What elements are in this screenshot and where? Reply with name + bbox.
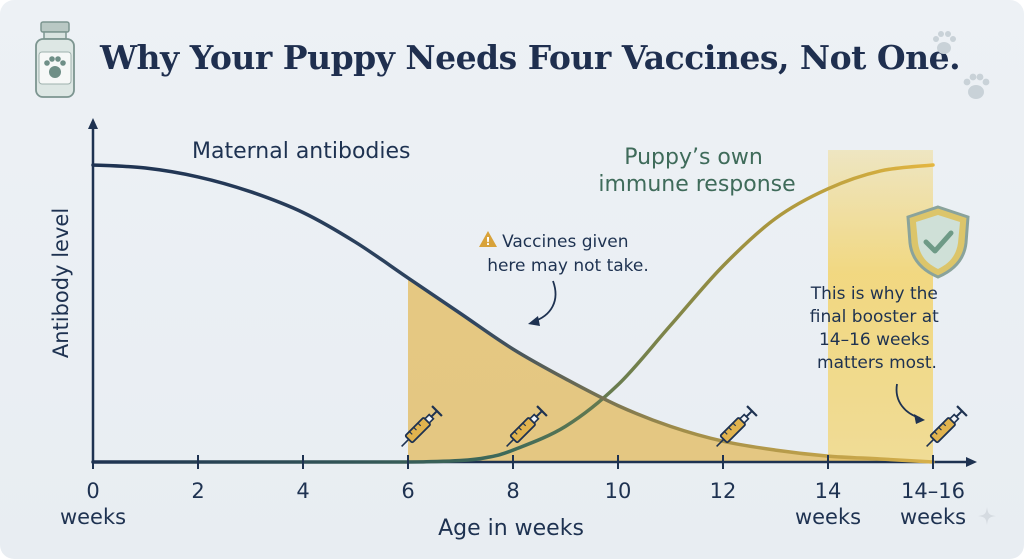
x-tick-label: 4 (296, 479, 309, 503)
x-tick-label: 10 (605, 479, 632, 503)
warning-arrow (531, 280, 557, 323)
booster-arrowhead (914, 414, 925, 424)
y-axis-arrow (88, 118, 98, 129)
syringe-icon (401, 405, 443, 447)
x-axis-label: Age in weeks (438, 516, 584, 541)
x-tick-label: 6 (401, 479, 414, 503)
warning-icon: ! (479, 231, 497, 248)
vaccine-bottle-icon (35, 21, 75, 98)
x-tick-label: 0 (86, 479, 99, 503)
page-title: Why Your Puppy Needs Four Vaccines, Not … (100, 38, 961, 77)
x-tick-label: 14 (815, 479, 842, 503)
booster-annotation: This is why the final booster at 14–16 w… (810, 284, 945, 373)
series-label-immune: Puppy’s own immune response (598, 145, 795, 197)
y-axis-label: Antibody level (49, 208, 73, 358)
x-tick-label: 14–16 (901, 479, 965, 503)
series-line-maternal-antibodies (91, 163, 935, 464)
x-tick-sublabel: weeks (60, 505, 126, 529)
series-label-maternal: Maternal antibodies (192, 139, 410, 164)
svg-text:!: ! (485, 235, 490, 248)
syringe-icon (506, 405, 548, 447)
x-tick-sublabel: weeks (900, 505, 966, 529)
warning-arrowhead (528, 316, 540, 326)
x-tick-label: 2 (191, 479, 204, 503)
vaccine-interference-area (408, 277, 933, 462)
paw-print-icon (933, 31, 956, 54)
paw-print-icon (963, 73, 990, 99)
warning-annotation: Vaccines given here may not take. (487, 232, 649, 276)
x-axis-arrow (966, 457, 977, 467)
x-tick-sublabel: weeks (795, 505, 861, 529)
x-tick-label: 12 (710, 479, 737, 503)
syringe-icon (926, 405, 968, 447)
syringe-icon (716, 405, 758, 447)
sparkle-icon (978, 507, 996, 525)
shield-check-icon (906, 205, 970, 279)
booster-highlight-band (828, 150, 933, 462)
x-tick-label: 8 (506, 479, 519, 503)
